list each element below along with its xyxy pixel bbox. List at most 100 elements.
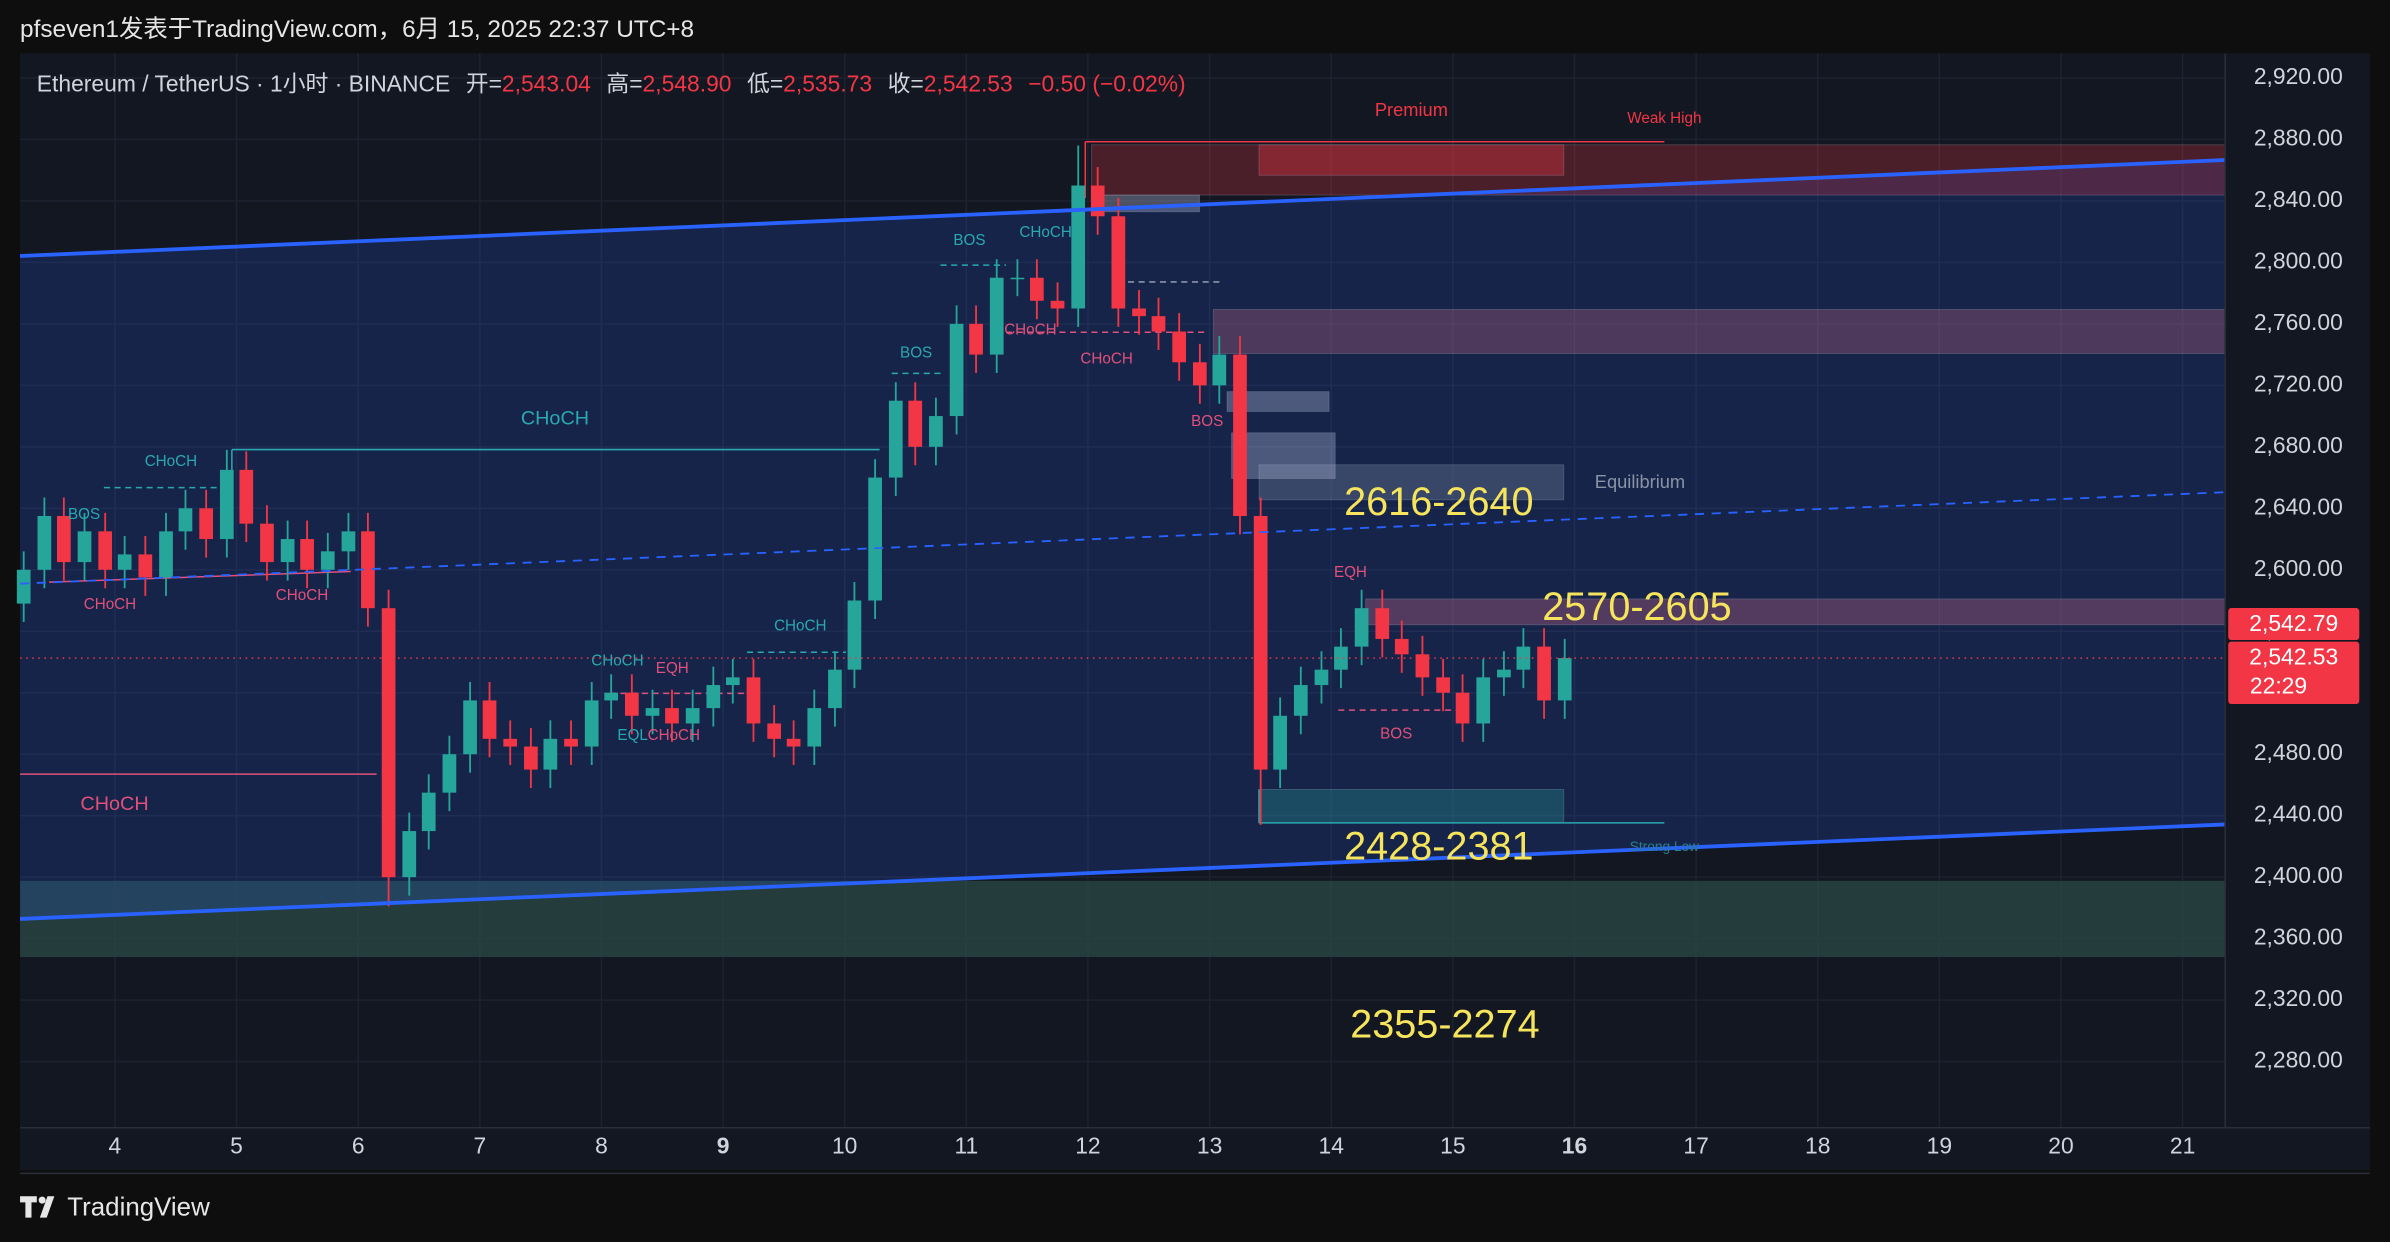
annotation: CHoCH: [276, 587, 328, 604]
annotation: BOS: [1380, 726, 1412, 743]
candle-body: [604, 692, 619, 701]
x-tick-label: 21: [2170, 1133, 2195, 1159]
x-tick-label: 13: [1197, 1133, 1222, 1159]
y-tick-label: 2,760.00: [2254, 309, 2343, 335]
annotation: 2428-2381: [1344, 824, 1533, 868]
x-tick-label: 15: [1440, 1133, 1465, 1159]
candle-body: [239, 469, 254, 524]
candle-body: [402, 831, 417, 878]
candle-body: [564, 738, 578, 747]
annotation: CHoCH: [145, 453, 197, 470]
annotation: EQH: [656, 660, 689, 677]
candle-body: [1071, 185, 1086, 309]
candle-body: [1233, 354, 1247, 516]
y-tick-label: 2,360.00: [2254, 924, 2343, 950]
legend-key: 低=: [747, 70, 783, 96]
y-tick-label: 2,480.00: [2254, 739, 2343, 765]
annotation: CHoCH: [521, 407, 589, 429]
candle-body: [1334, 646, 1348, 670]
zone: [1231, 432, 1336, 479]
candle-body: [1132, 308, 1146, 317]
candle-body: [786, 738, 801, 747]
candle-body: [37, 515, 52, 570]
annotation: BOS: [900, 345, 932, 362]
legend-value: 2,543.04: [502, 70, 591, 96]
candle-body: [685, 708, 700, 724]
candle-body: [908, 400, 923, 447]
annotation: CHoCH: [591, 652, 643, 669]
candle-body: [463, 700, 477, 755]
candle-body: [1314, 669, 1329, 686]
candle-body: [1375, 608, 1390, 639]
zone: [1258, 464, 1565, 501]
candle-body: [1212, 354, 1227, 386]
y-tick-label: 2,640.00: [2254, 493, 2343, 519]
y-tick-label: 2,920.00: [2254, 63, 2343, 89]
candle-body: [320, 551, 335, 570]
annotation: CHoCH: [1019, 224, 1071, 241]
candle-body: [1476, 677, 1491, 724]
x-tick-label: 14: [1318, 1133, 1344, 1159]
legend-value: 2,542.53: [924, 70, 1013, 96]
candle-body: [300, 539, 314, 570]
annotation: CHoCH: [1004, 322, 1056, 339]
y-tick-label: 2,800.00: [2254, 247, 2343, 273]
brand-logo: [20, 1196, 55, 1218]
annotation: CHoCH: [1080, 351, 1132, 368]
candle-body: [178, 508, 193, 532]
x-tick-label: 10: [832, 1133, 857, 1159]
y-tick-label: 2,680.00: [2254, 432, 2343, 458]
candle-body: [1293, 685, 1308, 716]
legend: Ethereum / TetherUS · 1小时 · BINANCE 开=2,…: [37, 70, 1186, 96]
candle-body: [98, 531, 113, 570]
candle-body: [1516, 646, 1531, 670]
candle-body: [421, 792, 436, 832]
legend-key: 收=: [888, 70, 924, 96]
candle-body: [645, 708, 660, 716]
x-tick-label: 19: [1927, 1133, 1952, 1159]
candle-body: [159, 531, 173, 578]
candle-body: [1497, 669, 1511, 678]
annotation: Strong Low: [1630, 839, 1699, 854]
candle-body: [746, 677, 761, 724]
channel-bottom: [19, 822, 2226, 921]
candle-body: [341, 531, 356, 552]
candle-body: [1111, 216, 1126, 309]
candle-body: [1394, 638, 1409, 655]
y-tick-label: 2,600.00: [2254, 555, 2343, 581]
annotation: Premium: [1375, 99, 1448, 120]
y-tick-label: 2,440.00: [2254, 801, 2343, 827]
annotation: EQL: [617, 727, 647, 744]
candle-body: [706, 685, 721, 709]
annotation: CHoCH: [84, 596, 136, 613]
candle-body: [847, 600, 862, 670]
candle-body: [280, 539, 295, 563]
demand-zone: [20, 880, 2226, 958]
annotation: 2355-2274: [1350, 1003, 1539, 1047]
price-tag-label: 2,542.53: [2249, 643, 2338, 669]
x-tick-label: 5: [230, 1133, 243, 1159]
x-tick-label: 11: [954, 1133, 978, 1159]
candle-body: [1436, 677, 1450, 693]
x-tick-label: 17: [1683, 1133, 1708, 1159]
x-tick-label: 7: [473, 1133, 486, 1159]
y-tick-label: 2,880.00: [2254, 124, 2343, 150]
x-tick-label: 8: [595, 1133, 608, 1159]
structure-line: [48, 570, 351, 583]
x-tick-label: 6: [352, 1133, 365, 1159]
price-tag: [2228, 641, 2360, 705]
candle-body: [1192, 362, 1207, 386]
candle-body: [138, 554, 153, 578]
zone: [1212, 308, 2226, 354]
annotation: Weak High: [1627, 110, 1701, 127]
annotation: CHoCH: [774, 617, 826, 634]
candle-body: [1415, 654, 1430, 678]
candle-body: [929, 416, 943, 447]
candle-body: [1090, 185, 1105, 217]
candle-body: [1557, 658, 1572, 701]
candle-body: [503, 738, 518, 747]
annotation: CHoCH: [648, 727, 700, 744]
candle-body: [969, 323, 983, 355]
